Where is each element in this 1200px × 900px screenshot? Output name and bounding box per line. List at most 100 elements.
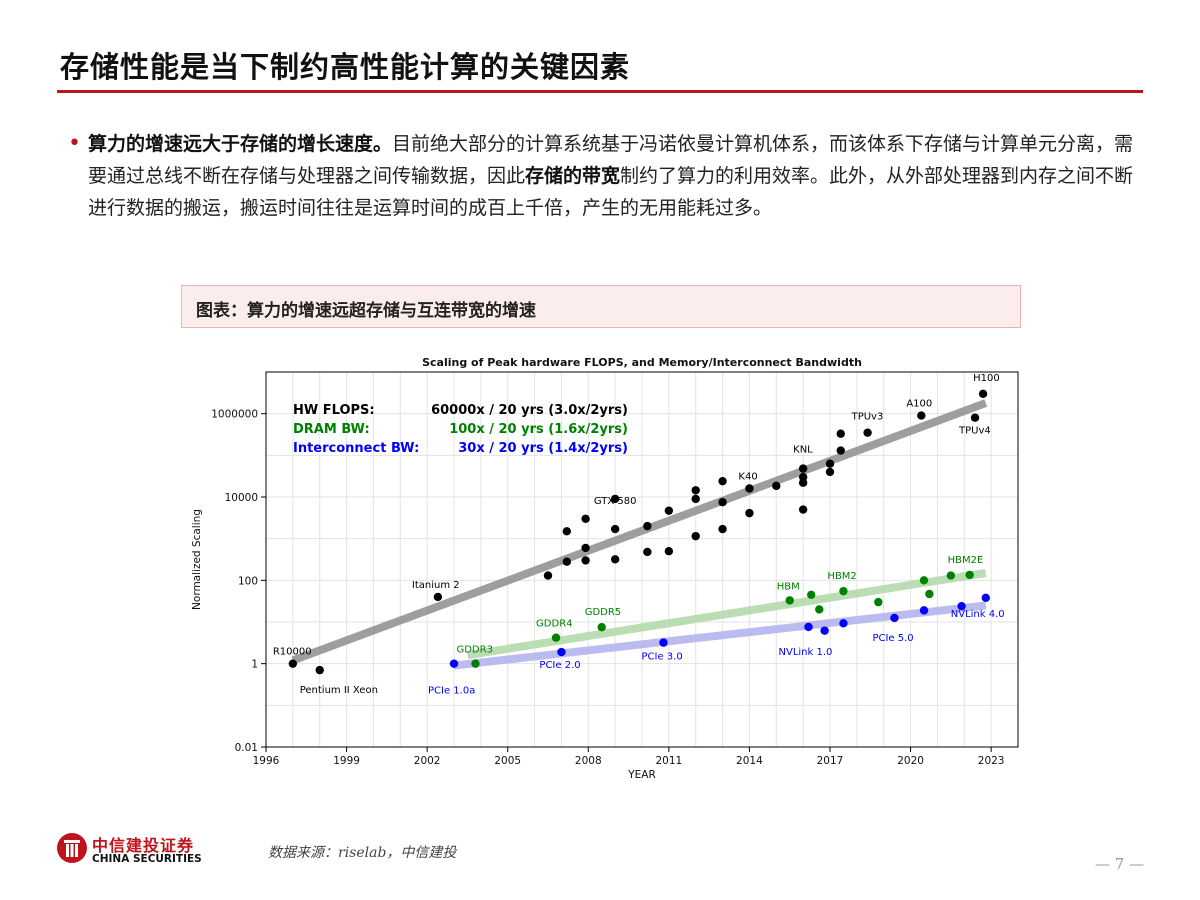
x-tick-label: 2014	[736, 755, 763, 767]
legend-series-value: 60000x / 20 yrs (3.0x/2yrs)	[431, 403, 628, 418]
y-tick-label: 0.01	[235, 742, 258, 754]
x-tick-label: 2017	[817, 755, 844, 767]
point-annotation-label: PCIe 3.0	[641, 652, 682, 663]
interconnect-data-point	[557, 647, 566, 657]
dram-data-point	[839, 586, 848, 596]
flops-data-point	[543, 571, 553, 580]
x-tick-label: 2020	[897, 755, 924, 767]
dram-data-point	[919, 576, 929, 585]
scaling-chart: 1996 1999 2002 2005 2008 2011 2014 2017 2020 2023…	[191, 356, 1019, 781]
x-axis-label: YEAR	[627, 769, 656, 781]
bullet-dot-icon: •	[68, 131, 81, 156]
flops-data-point	[836, 446, 845, 455]
point-annotation-label: TPUv3	[851, 412, 884, 423]
dram-data-point	[551, 633, 561, 642]
chart-title: Scaling of Peak hardware FLOPS, and Memo…	[422, 356, 862, 369]
interconnect-data-point	[820, 626, 829, 635]
flops-data-point	[581, 556, 590, 565]
data-source: 数据来源：riselab，中信建投	[268, 845, 457, 861]
point-annotation-label: Itanium 2	[412, 580, 460, 591]
page-number: — 7 —	[1095, 855, 1145, 873]
plot-frame	[265, 371, 1019, 748]
dram-data-point	[597, 623, 606, 632]
flops-data-point	[610, 494, 620, 504]
x-tick-label: 2011	[655, 755, 682, 767]
flops-data-point	[798, 464, 808, 473]
flops-data-point	[745, 484, 754, 493]
flops-data-point	[643, 547, 652, 557]
y-tick-label: 100	[238, 575, 258, 587]
bullet-text-part-1: 目前绝大部分的计算系统基于冯诺依曼计算机体系，而该体系下存储与计算单元分离，需要…	[88, 133, 1134, 187]
x-tick-label: 2005	[494, 755, 521, 767]
flops-data-point	[691, 486, 700, 495]
bullet-text: 算力的增速远大于存储的增长速度。目前绝大部分的计算系统基于冯诺依曼计算机体系，而…	[88, 128, 1143, 224]
flops-data-point	[718, 498, 727, 507]
y-tick-label: 1	[251, 659, 258, 671]
bullet-bold-lead: 算力的增速远大于存储的增长速度。	[88, 133, 393, 155]
flops-data-point	[836, 429, 845, 438]
dram-data-point	[925, 589, 934, 599]
dram-data-point	[874, 597, 883, 607]
dram-data-point	[946, 571, 956, 580]
flops-data-point	[288, 659, 298, 668]
logo-text-cn: 中信建投证券	[92, 836, 195, 855]
flops-data-point	[643, 521, 652, 531]
bullet-bold-mid: 存储的带宽	[525, 165, 621, 187]
flops-data-point	[664, 547, 674, 556]
y-tick-label: 10000	[225, 492, 258, 504]
figure-caption: 图表：算力的增速远超存储与互连带宽的增速	[196, 301, 536, 321]
dram-trend-line	[466, 569, 987, 660]
x-tick-label: 2008	[575, 755, 602, 767]
flops-data-point	[863, 428, 872, 437]
interconnect-data-point	[804, 622, 813, 632]
flops-data-point	[825, 467, 835, 477]
flops-data-point	[825, 459, 835, 468]
flops-data-point	[691, 531, 700, 541]
flops-data-point	[610, 555, 620, 564]
y-axis-label: Normalized Scaling	[191, 509, 203, 610]
point-annotation-label: GDDR4	[536, 619, 572, 630]
interconnect-data-point	[981, 593, 990, 603]
interconnect-data-point	[890, 613, 899, 623]
interconnect-data-point	[449, 659, 459, 668]
flops-data-point	[970, 413, 980, 422]
point-annotation-label: K40	[738, 471, 757, 482]
legend-series-name: HW FLOPS:	[293, 403, 375, 418]
dram-data-point	[815, 605, 824, 614]
flops-data-point	[798, 472, 808, 482]
point-annotation-label: HBM2	[827, 571, 856, 582]
point-annotation-label: PCIe 2.0	[539, 660, 580, 671]
point-annotation-label: PCIe 5.0	[872, 633, 913, 644]
point-annotation-label: NVLink 4.0	[951, 609, 1005, 620]
legend-series-value: 100x / 20 yrs (1.6x/2yrs)	[449, 422, 628, 437]
flops-trend-line	[291, 399, 988, 665]
point-annotation-label: GTX 580	[594, 496, 637, 507]
interconnect-data-point	[957, 601, 966, 611]
point-annotation-label: TPUv4	[958, 426, 991, 437]
flops-data-point	[917, 411, 926, 420]
point-annotation-label: GDDR3	[456, 645, 492, 656]
title-rule	[57, 90, 1143, 93]
flops-data-point	[664, 506, 674, 515]
flops-data-point	[691, 494, 700, 504]
bullet-paragraph: • 算力的增速远大于存储的增长速度。目前绝大部分的计算系统基于冯诺依曼计算机体系…	[68, 128, 1143, 224]
point-annotation-label: HBM2E	[948, 555, 984, 566]
legend-series-name: Interconnect BW:	[293, 441, 419, 456]
flops-data-point	[610, 524, 620, 534]
dram-data-point	[807, 590, 816, 599]
flops-data-point	[745, 508, 754, 518]
china-securities-logo-icon	[57, 833, 87, 863]
flops-data-point	[581, 543, 590, 553]
x-tick-label: 1999	[333, 755, 360, 767]
flops-data-point	[772, 481, 781, 491]
x-tick-label: 2023	[978, 755, 1005, 767]
legend-series-name: DRAM BW:	[293, 422, 370, 437]
point-annotation-label: A100	[906, 399, 932, 410]
x-tick-label: 2002	[414, 755, 441, 767]
figure-caption-box: 图表：算力的增速远超存储与互连带宽的增速	[181, 285, 1021, 328]
point-annotation-label: KNL	[793, 445, 813, 456]
flops-data-point	[978, 389, 988, 398]
logo-text-en: CHINA SECURITIES	[92, 853, 202, 865]
point-annotation-label: R10000	[273, 647, 312, 658]
flops-data-point	[433, 592, 443, 602]
